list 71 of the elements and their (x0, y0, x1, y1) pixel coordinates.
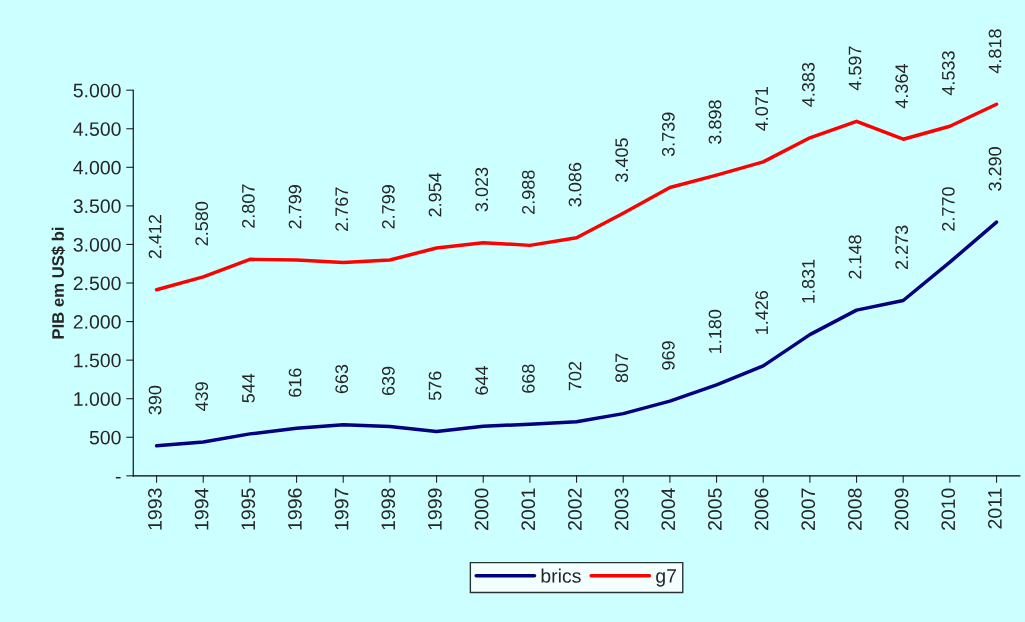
y-tick-label: 1.000 (74, 392, 121, 406)
data-label: 2.767 (335, 187, 349, 231)
data-label: 4.818 (988, 29, 1002, 74)
data-label: 616 (288, 368, 302, 397)
y-tick-label: 5.000 (73, 83, 121, 98)
data-label: 3.023 (475, 167, 489, 212)
data-label: 4.071 (755, 86, 769, 131)
x-tick-label: 1996 (288, 488, 302, 530)
data-label: 2.580 (195, 201, 209, 246)
y-tick-label: 2.000 (73, 315, 121, 329)
data-label: 3.739 (661, 112, 675, 157)
data-label: 2.273 (895, 225, 909, 270)
y-tick-label: - (115, 476, 121, 479)
data-label: 702 (568, 361, 582, 391)
data-label: 4.364 (895, 64, 909, 109)
x-tick-label: 2004 (661, 488, 676, 530)
data-label: 3.086 (568, 162, 582, 207)
x-tick-label: 1998 (381, 488, 396, 530)
x-tick-label: 1999 (428, 488, 442, 530)
x-tick-label: 2008 (848, 488, 862, 530)
x-tick-label: 2009 (894, 488, 909, 530)
data-label: 4.383 (801, 62, 815, 107)
x-tick-label: 2007 (801, 488, 816, 530)
data-label: 1.180 (708, 309, 722, 353)
x-tick-label: 1997 (334, 488, 349, 530)
y-tick-label: 500 (89, 430, 121, 445)
y-tick-label: 2.500 (73, 276, 121, 291)
data-label: 2.799 (288, 185, 302, 229)
data-label: 1.426 (755, 290, 769, 334)
data-label: 3.898 (708, 100, 722, 144)
data-label: 2.148 (848, 235, 862, 279)
data-label: 807 (615, 353, 629, 383)
data-label: 4.533 (941, 51, 955, 96)
y-axis-title: PIB em US$ bi (51, 227, 66, 339)
data-label: 439 (195, 382, 209, 411)
y-tick-label: 4.500 (73, 122, 121, 136)
data-label: 576 (428, 371, 442, 401)
data-label: 1.831 (801, 259, 815, 303)
data-label: 4.597 (848, 46, 862, 91)
x-tick-label: 2005 (708, 488, 722, 530)
x-tick-label: 2003 (614, 488, 629, 530)
x-tick-label: 2011 (987, 488, 1002, 529)
data-label: 2.988 (521, 170, 535, 214)
legend-label: g7 (656, 569, 676, 587)
data-label: 2.412 (148, 214, 162, 259)
data-label: 544 (242, 373, 255, 403)
legend-label: brics (541, 568, 581, 583)
data-label: 639 (381, 366, 395, 396)
x-tick-label: 1994 (194, 488, 209, 530)
y-tick-label: 1.500 (74, 353, 121, 368)
y-tick-label: 3.000 (73, 237, 121, 252)
x-tick-label: 1995 (241, 488, 256, 530)
data-label: 2.799 (381, 185, 395, 229)
data-label: 2.770 (941, 187, 955, 231)
data-label: 390 (148, 385, 162, 415)
data-label: 668 (521, 364, 535, 393)
y-tick-label: 4.000 (73, 160, 121, 175)
x-tick-label: 2001 (521, 488, 536, 530)
data-label: 644 (475, 366, 489, 395)
data-label: 2.954 (428, 172, 442, 217)
y-tick-label: 3.500 (73, 199, 121, 214)
data-label: 663 (335, 364, 349, 394)
x-tick-label: 2010 (941, 488, 956, 530)
x-tick-label: 2002 (568, 488, 582, 530)
x-tick-label: 1993 (148, 488, 162, 530)
data-label: 969 (661, 341, 675, 370)
data-label: 2.807 (241, 184, 255, 228)
data-label: 3.405 (615, 138, 629, 182)
x-tick-label: 2000 (474, 488, 489, 530)
x-tick-label: 2006 (754, 488, 769, 530)
data-label: 3.290 (988, 147, 1002, 191)
